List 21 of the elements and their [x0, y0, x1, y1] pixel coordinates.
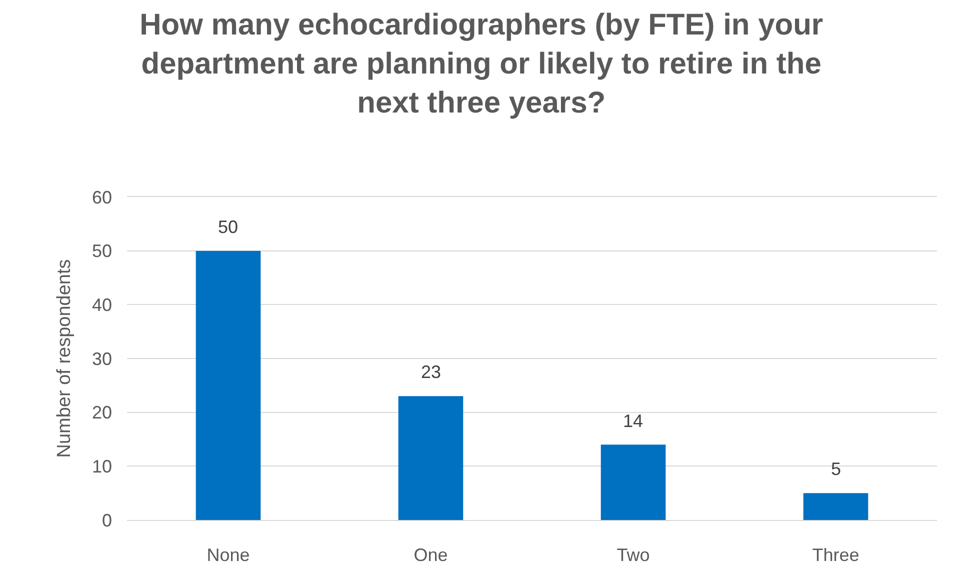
chart-title: How many echocardiographers (by FTE) in your department are planning or likely to retire in the next three years?: [140, 8, 824, 120]
y-tick-label: 30: [92, 348, 112, 369]
y-tick-label: 40: [92, 294, 112, 315]
y-axis-title: Number of respondents: [54, 259, 75, 458]
data-label: 5: [831, 459, 842, 479]
x-tick-label: None: [206, 544, 250, 565]
data-label: 14: [623, 411, 644, 431]
y-tick-label: 50: [92, 241, 112, 262]
y-tick-label: 20: [92, 402, 112, 423]
bar: [196, 250, 261, 520]
data-label: 50: [218, 217, 238, 237]
bar: [600, 444, 666, 520]
x-tick-label: Two: [616, 544, 650, 565]
x-tick-label: One: [414, 544, 448, 565]
y-tick-label: 10: [92, 456, 112, 476]
y-tick-label: 0: [102, 510, 112, 530]
x-tick-label: Three: [812, 544, 860, 565]
data-label: 23: [421, 362, 442, 382]
bar: [803, 493, 868, 520]
y-tick-label: 60: [92, 187, 112, 208]
bar: [398, 396, 464, 520]
